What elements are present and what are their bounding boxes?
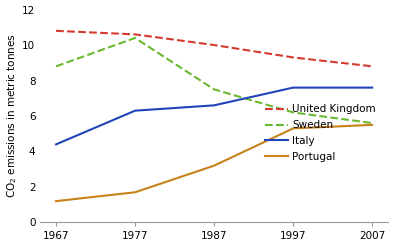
Line: Sweden: Sweden — [56, 38, 372, 123]
Sweden — [54, 65, 58, 68]
Sweden — [291, 111, 296, 114]
Italy — [54, 143, 58, 146]
United Kingdom — [370, 65, 374, 68]
Sweden — [133, 37, 138, 40]
Line: United Kingdom: United Kingdom — [56, 31, 372, 66]
Portugal — [212, 164, 216, 167]
Sweden — [370, 122, 374, 124]
Y-axis label: CO$_2$ emissions in metric tonnes: CO$_2$ emissions in metric tonnes — [6, 34, 19, 198]
Italy — [212, 104, 216, 107]
United Kingdom — [133, 33, 138, 36]
Line: Portugal: Portugal — [56, 125, 372, 201]
Sweden — [212, 88, 216, 91]
Portugal — [54, 200, 58, 203]
Italy — [291, 86, 296, 89]
United Kingdom — [291, 56, 296, 59]
Line: Italy: Italy — [56, 88, 372, 144]
Legend: United Kingdom, Sweden, Italy, Portugal: United Kingdom, Sweden, Italy, Portugal — [261, 100, 380, 166]
Portugal — [291, 127, 296, 130]
United Kingdom — [54, 29, 58, 32]
Portugal — [370, 123, 374, 126]
Italy — [370, 86, 374, 89]
Portugal — [133, 191, 138, 194]
Italy — [133, 109, 138, 112]
United Kingdom — [212, 43, 216, 46]
